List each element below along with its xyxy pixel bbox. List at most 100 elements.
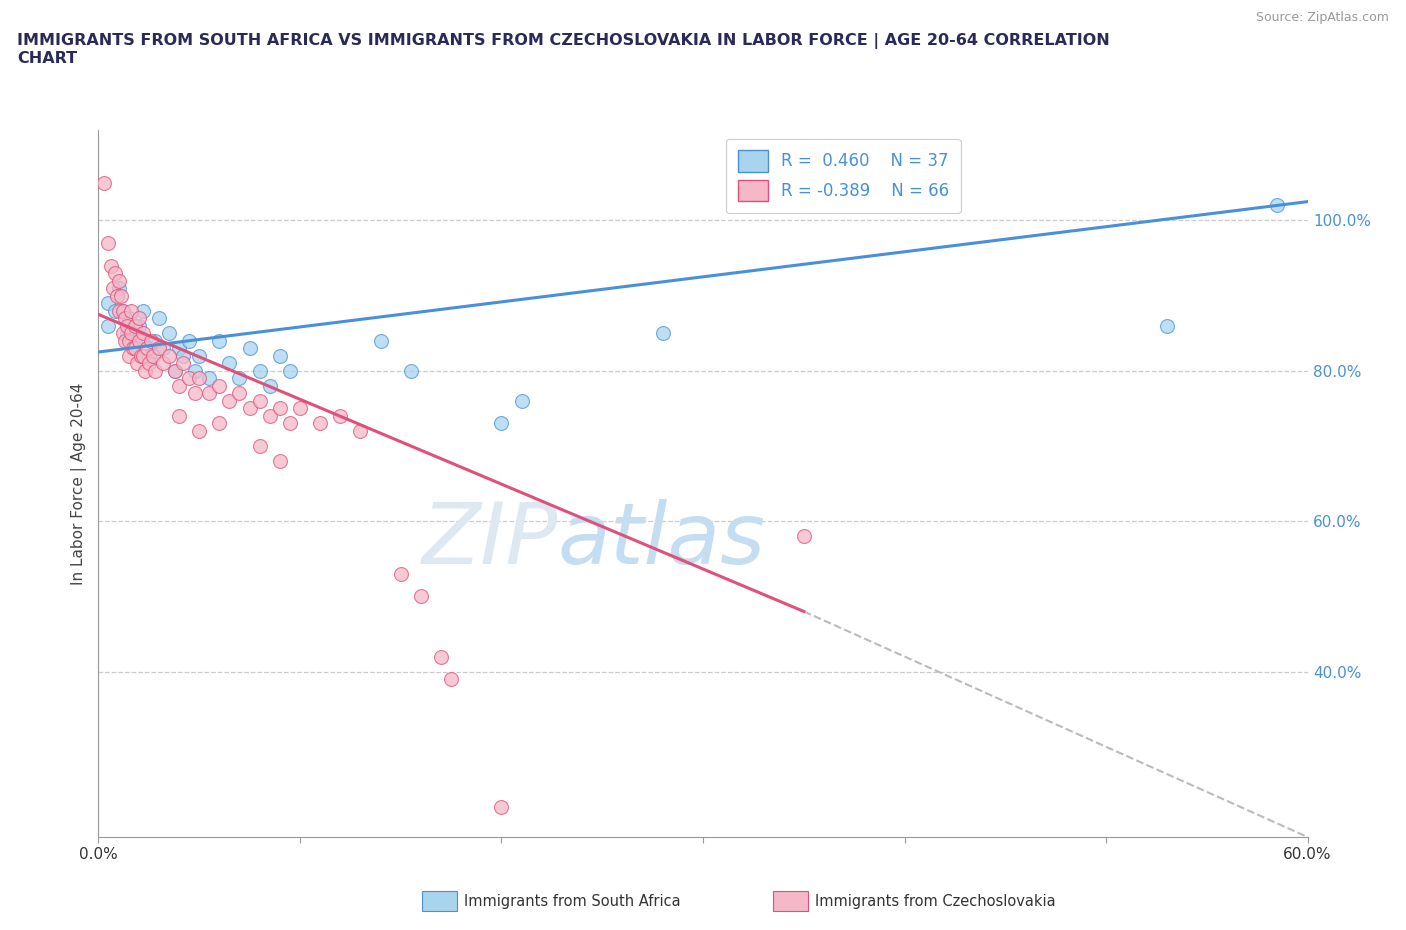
- Point: [118, 311, 141, 325]
- Point: [218, 356, 240, 371]
- Point: [115, 318, 138, 333]
- Point: [111, 303, 134, 318]
- Point: [510, 393, 533, 408]
- Point: [188, 423, 211, 438]
- Point: [172, 349, 194, 364]
- Point: [249, 364, 271, 379]
- Point: [172, 356, 194, 371]
- Point: [491, 416, 513, 431]
- Point: [228, 386, 250, 401]
- Point: [349, 423, 371, 438]
- Point: [128, 311, 150, 325]
- Point: [103, 303, 125, 318]
- Point: [111, 326, 134, 340]
- Point: [228, 371, 250, 386]
- Point: [118, 333, 141, 348]
- Point: [409, 589, 432, 604]
- Point: [259, 379, 281, 393]
- Point: [309, 416, 332, 431]
- Point: [208, 379, 231, 393]
- Point: [167, 379, 190, 393]
- Text: atlas: atlas: [558, 498, 766, 581]
- Point: [208, 333, 231, 348]
- Point: [148, 340, 170, 355]
- Text: Immigrants from South Africa: Immigrants from South Africa: [464, 894, 681, 909]
- Point: [120, 326, 142, 340]
- Point: [163, 364, 186, 379]
- Point: [135, 340, 157, 355]
- Point: [128, 333, 150, 348]
- Point: [124, 333, 146, 348]
- Point: [269, 401, 291, 416]
- Point: [101, 281, 124, 296]
- Point: [152, 356, 174, 371]
- Point: [143, 333, 166, 348]
- Point: [107, 281, 129, 296]
- Point: [157, 349, 180, 364]
- Point: [249, 393, 271, 408]
- Point: [370, 333, 392, 348]
- Point: [107, 273, 129, 288]
- Point: [269, 454, 291, 469]
- Point: [167, 408, 190, 423]
- Point: [138, 349, 160, 364]
- Text: Immigrants from Czechoslovakia: Immigrants from Czechoslovakia: [815, 894, 1056, 909]
- Point: [288, 401, 311, 416]
- Point: [97, 296, 120, 311]
- Point: [163, 364, 186, 379]
- Point: [218, 393, 240, 408]
- Point: [184, 364, 207, 379]
- Point: [138, 356, 160, 371]
- Point: [259, 408, 281, 423]
- Point: [239, 401, 262, 416]
- Point: [124, 340, 146, 355]
- Point: [278, 364, 301, 379]
- Point: [97, 235, 120, 250]
- Point: [129, 349, 152, 364]
- Point: [118, 349, 141, 364]
- Point: [111, 303, 134, 318]
- Point: [491, 800, 513, 815]
- Point: [110, 288, 132, 303]
- Point: [389, 566, 412, 581]
- Point: [100, 259, 122, 273]
- Point: [132, 326, 155, 340]
- Point: [188, 349, 211, 364]
- Point: [329, 408, 352, 423]
- Point: [179, 333, 201, 348]
- Point: [157, 326, 180, 340]
- Point: [651, 326, 673, 340]
- Point: [142, 349, 165, 364]
- Point: [188, 371, 211, 386]
- Point: [105, 288, 128, 303]
- Point: [97, 318, 120, 333]
- Point: [120, 303, 142, 318]
- Point: [128, 318, 150, 333]
- Text: Source: ZipAtlas.com: Source: ZipAtlas.com: [1256, 11, 1389, 24]
- Point: [148, 311, 170, 325]
- Point: [179, 371, 201, 386]
- Point: [208, 416, 231, 431]
- Point: [1267, 198, 1289, 213]
- Point: [184, 386, 207, 401]
- Point: [103, 266, 125, 281]
- Point: [132, 303, 155, 318]
- Point: [152, 340, 174, 355]
- Text: ZIP: ZIP: [422, 498, 558, 581]
- Point: [124, 318, 146, 333]
- Point: [93, 176, 115, 191]
- Point: [114, 311, 136, 325]
- Point: [440, 671, 463, 686]
- Point: [239, 340, 262, 355]
- Point: [143, 364, 166, 379]
- Point: [125, 356, 148, 371]
- Point: [114, 333, 136, 348]
- Point: [198, 386, 221, 401]
- Point: [269, 349, 291, 364]
- Point: [1156, 318, 1178, 333]
- Point: [399, 364, 422, 379]
- Point: [278, 416, 301, 431]
- Point: [121, 340, 143, 355]
- Point: [198, 371, 221, 386]
- Point: [430, 649, 453, 664]
